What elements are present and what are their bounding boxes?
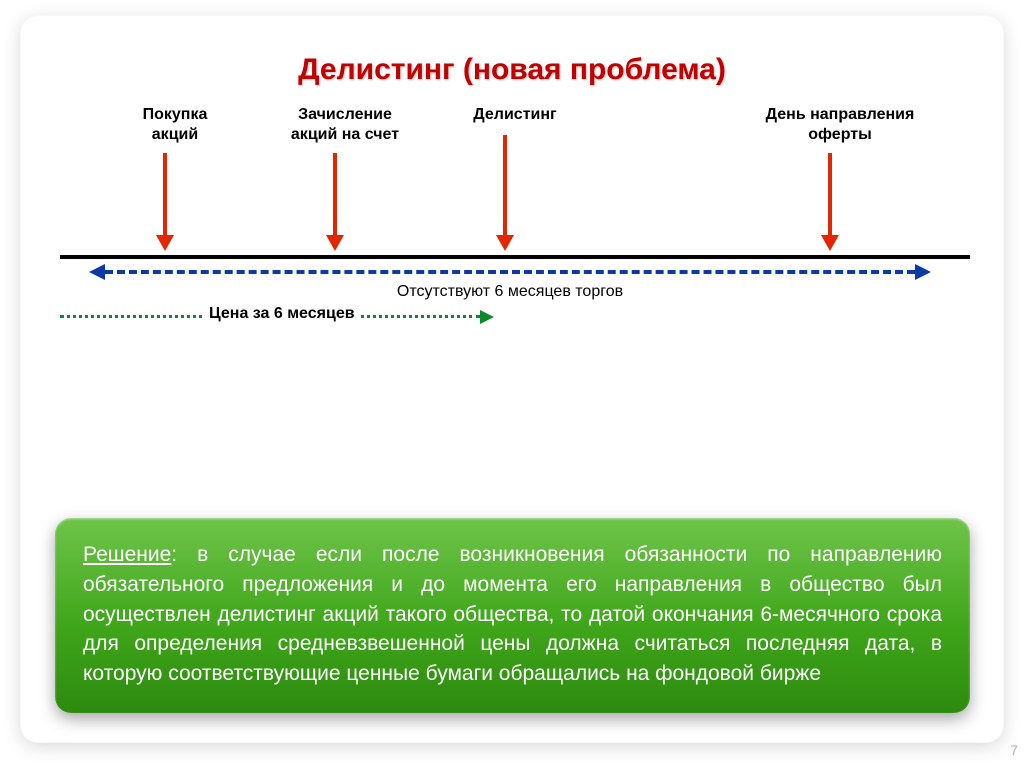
timeline-axis bbox=[60, 255, 970, 259]
solution-text: : в случае если после возникновения обяз… bbox=[83, 543, 942, 685]
event-text: Покупкаакций bbox=[143, 106, 208, 143]
event-label-credit: Зачислениеакций на счет bbox=[275, 105, 415, 145]
event-text: Зачислениеакций на счет bbox=[291, 106, 399, 143]
page-number: 7 bbox=[1010, 742, 1018, 758]
event-text: День направленияоферты bbox=[766, 106, 915, 143]
trading-gap-span bbox=[105, 270, 915, 274]
timeline-diagram: Покупкаакций Зачислениеакций на счет Дел… bbox=[60, 105, 970, 325]
price-span-label: Цена за 6 месяцев bbox=[205, 305, 359, 323]
slide-frame: Делистинг (новая проблема) Покупкаакций … bbox=[20, 15, 1004, 743]
solution-box: Решение: в случае если после возникновен… bbox=[55, 518, 970, 713]
event-label-offer: День направленияоферты bbox=[750, 105, 930, 145]
event-text: Делистинг bbox=[473, 106, 556, 123]
arrow-right-icon bbox=[915, 264, 931, 280]
slide-title: Делистинг (новая проблема) bbox=[20, 53, 1004, 87]
arrow-left-icon bbox=[89, 264, 105, 280]
event-label-delisting: Делистинг bbox=[455, 105, 575, 125]
solution-label: Решение bbox=[83, 543, 171, 566]
arrow-right-icon bbox=[480, 310, 494, 324]
trading-gap-label: Отсутствуют 6 месяцев торгов bbox=[370, 283, 650, 301]
event-label-purchase: Покупкаакций bbox=[130, 105, 220, 145]
